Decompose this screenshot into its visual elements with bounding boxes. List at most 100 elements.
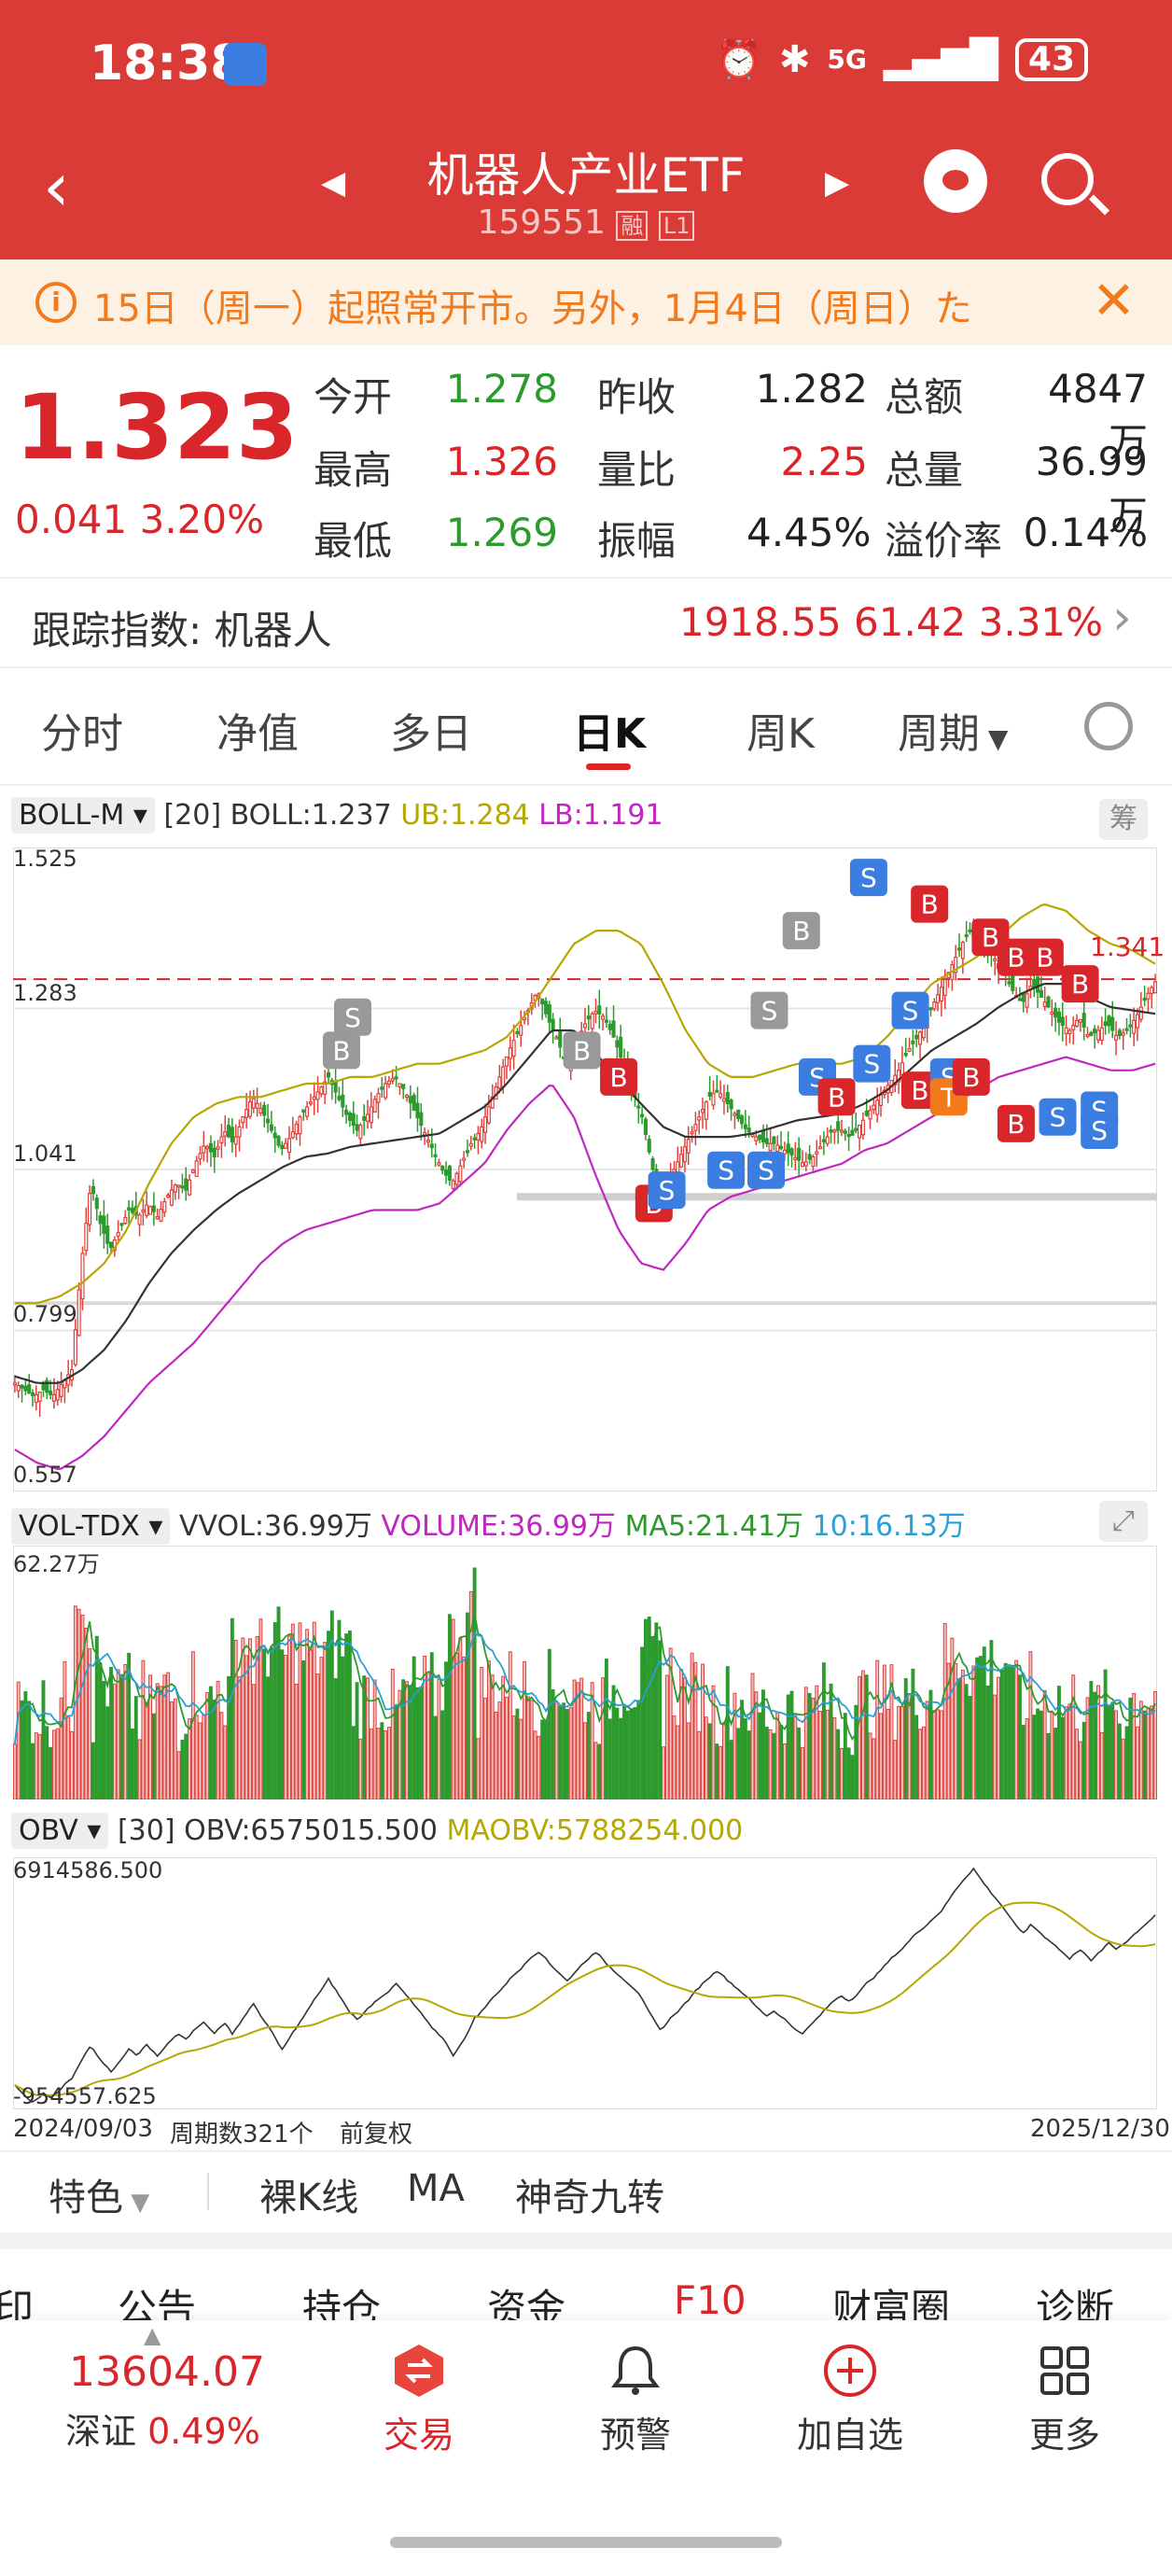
naked-k-toggle[interactable]: 裸K线 <box>259 2177 359 2219</box>
volume-ma10-line <box>14 1631 1156 1744</box>
volume-bar <box>1036 1708 1040 1799</box>
candle-body <box>180 1185 185 1189</box>
volume-bar <box>772 1732 776 1799</box>
volume-bar <box>219 1712 224 1799</box>
boll-selector[interactable]: BOLL-M ▾ <box>11 797 155 833</box>
candle-body <box>355 1124 359 1131</box>
nav-trade[interactable]: 交易 <box>340 2343 498 2457</box>
home-indicator[interactable] <box>390 2537 782 2548</box>
candle-body <box>13 1382 17 1386</box>
volume-bar <box>815 1685 819 1799</box>
volume-bar <box>315 1673 320 1799</box>
volume-bar <box>1057 1686 1061 1799</box>
kline-chart[interactable]: SBBBBSSSSBSBSSSBBSTBBBBBSBSS <box>13 847 1157 1491</box>
caret-up-icon[interactable]: ▲ <box>144 2322 161 2348</box>
alarm-icon: ⏰ <box>716 38 762 81</box>
tab-nav[interactable]: 净值 <box>216 710 299 758</box>
volume-bar <box>13 1743 17 1799</box>
nav-more[interactable]: 更多 <box>985 2343 1144 2457</box>
volume-bar <box>130 1728 134 1799</box>
index-value[interactable]: 13604.07 <box>69 2348 265 2396</box>
volume-bar <box>643 1618 648 1799</box>
volume-bar <box>366 1677 370 1799</box>
volume-bar <box>900 1705 904 1799</box>
notice-banner[interactable]: i 15日（周一）起照常开市。另外，1月4日（周日）た ✕ <box>0 259 1172 345</box>
assistant-robot-icon[interactable] <box>924 149 987 213</box>
header-bar: 18:38 ⏰ ✱ 5G ▂▄▆█ 43 ‹ ◀ 机器人产业ETF ▶ 1595… <box>0 0 1172 259</box>
candle-body <box>715 1089 719 1093</box>
candle-body <box>202 1145 206 1154</box>
prev-stock-icon[interactable]: ◀ <box>321 164 346 202</box>
volume-bar <box>686 1722 691 1799</box>
volume-bar <box>59 1697 63 1799</box>
volume-bar <box>151 1713 156 1799</box>
candle-body <box>312 1096 316 1100</box>
divider <box>0 784 1172 786</box>
candle-body <box>80 1253 85 1300</box>
next-stock-icon[interactable]: ▶ <box>825 164 850 202</box>
volume-bar <box>746 1730 751 1799</box>
nav-add-watchlist[interactable]: 加自选 <box>771 2343 929 2457</box>
volume-bar <box>323 1642 328 1799</box>
candle-body <box>1064 1027 1068 1035</box>
volume-bar <box>301 1659 306 1799</box>
chips-button[interactable]: 筹 <box>1099 799 1148 840</box>
tab-daily-k[interactable]: 日K <box>573 710 647 758</box>
volume-bar <box>989 1640 994 1799</box>
trade-signal-label: B <box>792 916 810 946</box>
volume-bar <box>1099 1731 1104 1799</box>
candle-body <box>1078 1018 1082 1023</box>
vol-ma10: 10:16.13万 <box>812 1510 966 1543</box>
volume-chart[interactable] <box>13 1546 1157 1799</box>
tab-multi-day[interactable]: 多日 <box>390 710 472 758</box>
candle-body <box>344 1109 349 1115</box>
close-icon[interactable]: ✕ <box>1092 271 1136 331</box>
volume-bar <box>993 1694 998 1799</box>
obv-line <box>14 1867 1156 2103</box>
candle-body <box>358 1124 363 1140</box>
subtab-f10[interactable]: F10 <box>674 2277 746 2323</box>
volume-bar <box>732 1692 737 1799</box>
candle-body <box>615 1040 620 1048</box>
volume-bar <box>982 1646 986 1799</box>
tab-intraday[interactable]: 分时 <box>41 710 123 758</box>
tracking-index-label[interactable]: 跟踪指数: 机器人 <box>32 608 332 653</box>
volume-bar <box>351 1726 356 1799</box>
back-icon[interactable]: ‹ <box>43 147 70 226</box>
vol-selector[interactable]: VOL-TDX ▾ <box>11 1508 171 1545</box>
tab-weekly-k[interactable]: 周K <box>746 710 815 758</box>
magic-nine-toggle[interactable]: 神奇九转 <box>515 2177 664 2219</box>
settings-gear-icon[interactable] <box>1084 702 1133 750</box>
obv-chart[interactable] <box>13 1857 1157 2109</box>
trade-signal-marker <box>891 991 929 1029</box>
volume-bar <box>91 1742 95 1799</box>
expand-icon[interactable]: ⤢ <box>1099 1501 1148 1542</box>
candle-body <box>821 1139 826 1143</box>
search-icon[interactable] <box>1041 153 1094 205</box>
volume-bar <box>1146 1707 1151 1799</box>
nav-alert[interactable]: 预警 <box>556 2343 715 2457</box>
quote-label: 今开 <box>314 374 393 420</box>
candle-body <box>1110 1016 1115 1031</box>
margin-badge: 融 <box>616 211 649 241</box>
volume-bar <box>1093 1691 1097 1799</box>
candle-body <box>511 1040 516 1057</box>
volume-bar <box>729 1740 733 1799</box>
candle-body <box>1071 1025 1076 1030</box>
candle-body <box>707 1091 712 1098</box>
feature-dropdown[interactable]: 特色 ▼ <box>49 2167 149 2221</box>
volume-bar <box>1053 1727 1058 1799</box>
obv-selector-label: OBV <box>19 1814 78 1847</box>
chevron-right-icon[interactable]: › <box>1112 590 1132 646</box>
ma-toggle[interactable]: MA <box>407 2167 465 2210</box>
volume-bar <box>1121 1738 1125 1799</box>
obv-selector[interactable]: OBV ▾ <box>11 1813 109 1849</box>
volume-bar <box>133 1696 138 1799</box>
volume-bar <box>390 1669 395 1799</box>
volume-bar <box>611 1685 616 1799</box>
candle-body <box>241 1116 245 1124</box>
candle-body <box>376 1093 381 1103</box>
volume-bar <box>821 1662 826 1799</box>
candle-body <box>1146 992 1151 1000</box>
tab-period[interactable]: 周期 ▼ <box>898 700 1008 760</box>
